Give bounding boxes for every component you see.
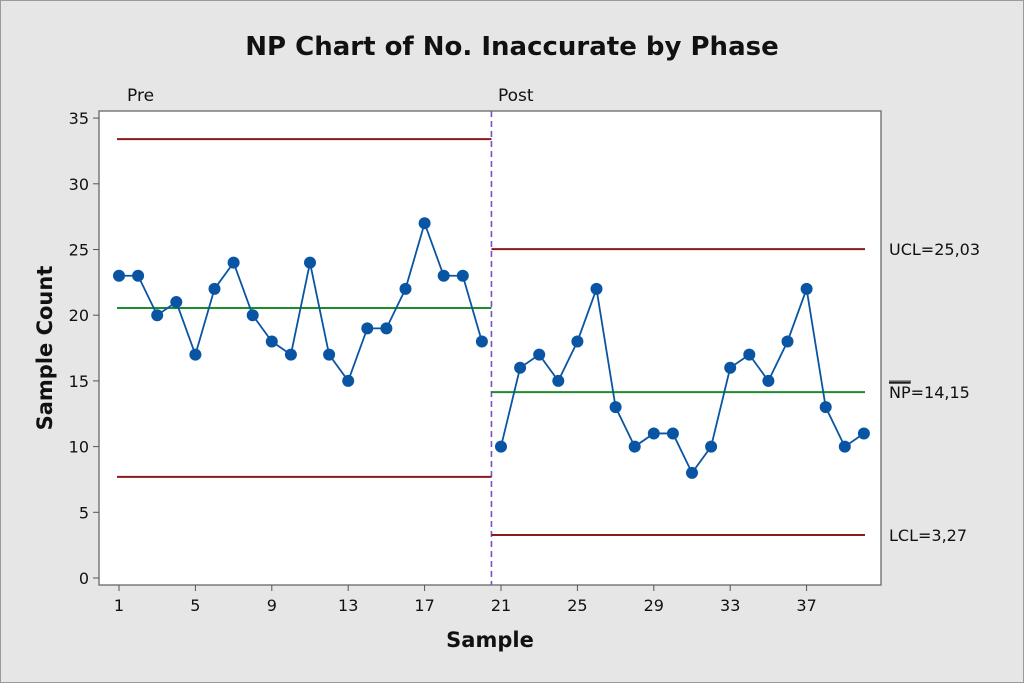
phase-label-pre: Pre bbox=[127, 86, 154, 106]
data-point bbox=[132, 269, 145, 282]
data-point bbox=[686, 466, 698, 479]
plot-area bbox=[98, 110, 882, 586]
chart-title: NP Chart of No. Inaccurate by Phase bbox=[245, 32, 778, 62]
series-line-post bbox=[500, 285, 865, 475]
data-point bbox=[265, 335, 278, 348]
y-tick-label: 25 bbox=[69, 241, 89, 260]
x-tick-label: 33 bbox=[720, 596, 740, 615]
y-tick-label: 5 bbox=[79, 503, 89, 522]
center-label-value: =14,15 bbox=[911, 383, 970, 402]
data-point bbox=[647, 427, 660, 440]
data-point bbox=[418, 217, 431, 230]
data-point bbox=[705, 440, 718, 453]
data-point bbox=[571, 335, 584, 348]
x-tick-label: 29 bbox=[644, 596, 664, 615]
x-tick-label: 25 bbox=[567, 596, 587, 615]
x-axis-label: Sample bbox=[446, 628, 534, 652]
center-label: NP=14,15 bbox=[889, 383, 970, 402]
data-point bbox=[743, 348, 756, 361]
data-point bbox=[246, 309, 259, 322]
data-point bbox=[628, 440, 641, 453]
data-point bbox=[590, 282, 603, 295]
phase-label-post: Post bbox=[498, 86, 534, 106]
data-point bbox=[495, 440, 507, 453]
data-point bbox=[113, 269, 125, 282]
data-point bbox=[857, 427, 870, 440]
data-point bbox=[170, 296, 183, 309]
data-point bbox=[819, 401, 832, 414]
x-tick-label: 5 bbox=[190, 596, 200, 615]
ucl-label: UCL=25,03 bbox=[889, 240, 980, 259]
data-point bbox=[342, 374, 355, 387]
data-point bbox=[189, 348, 202, 361]
x-tick-label: 17 bbox=[414, 596, 434, 615]
x-tick-label: 21 bbox=[491, 596, 511, 615]
data-point bbox=[304, 256, 316, 269]
data-point bbox=[380, 322, 393, 335]
y-tick-label: 20 bbox=[69, 306, 89, 325]
y-tick-label: 15 bbox=[69, 372, 89, 391]
data-point bbox=[456, 269, 469, 282]
data-point bbox=[762, 374, 775, 387]
data-point bbox=[781, 335, 794, 348]
data-point bbox=[838, 440, 851, 453]
data-point bbox=[437, 269, 450, 282]
data-point bbox=[724, 361, 737, 374]
data-point bbox=[227, 256, 240, 269]
x-tick-label: 37 bbox=[796, 596, 816, 615]
x-tick-label: 13 bbox=[338, 596, 358, 615]
data-point bbox=[609, 401, 622, 414]
x-tick-label: 9 bbox=[267, 596, 277, 615]
data-point bbox=[475, 335, 488, 348]
data-point bbox=[666, 427, 679, 440]
data-point bbox=[552, 374, 565, 387]
data-point bbox=[284, 348, 297, 361]
data-point bbox=[208, 282, 221, 295]
data-point bbox=[323, 348, 336, 361]
y-tick-label: 35 bbox=[69, 109, 89, 128]
y-tick-label: 0 bbox=[79, 569, 89, 588]
series-line-pre bbox=[119, 220, 483, 383]
data-point bbox=[514, 361, 527, 374]
data-point bbox=[151, 309, 164, 322]
y-tick-label: 10 bbox=[69, 438, 89, 457]
data-point bbox=[533, 348, 546, 361]
data-point bbox=[800, 282, 813, 295]
center-label-symbol: NP bbox=[889, 383, 911, 402]
x-tick-label: 1 bbox=[114, 596, 124, 615]
data-point bbox=[399, 282, 412, 295]
data-point bbox=[361, 322, 374, 335]
lcl-label: LCL=3,27 bbox=[889, 526, 967, 545]
y-axis-label: Sample Count bbox=[33, 266, 57, 431]
y-tick-label: 30 bbox=[69, 175, 89, 194]
